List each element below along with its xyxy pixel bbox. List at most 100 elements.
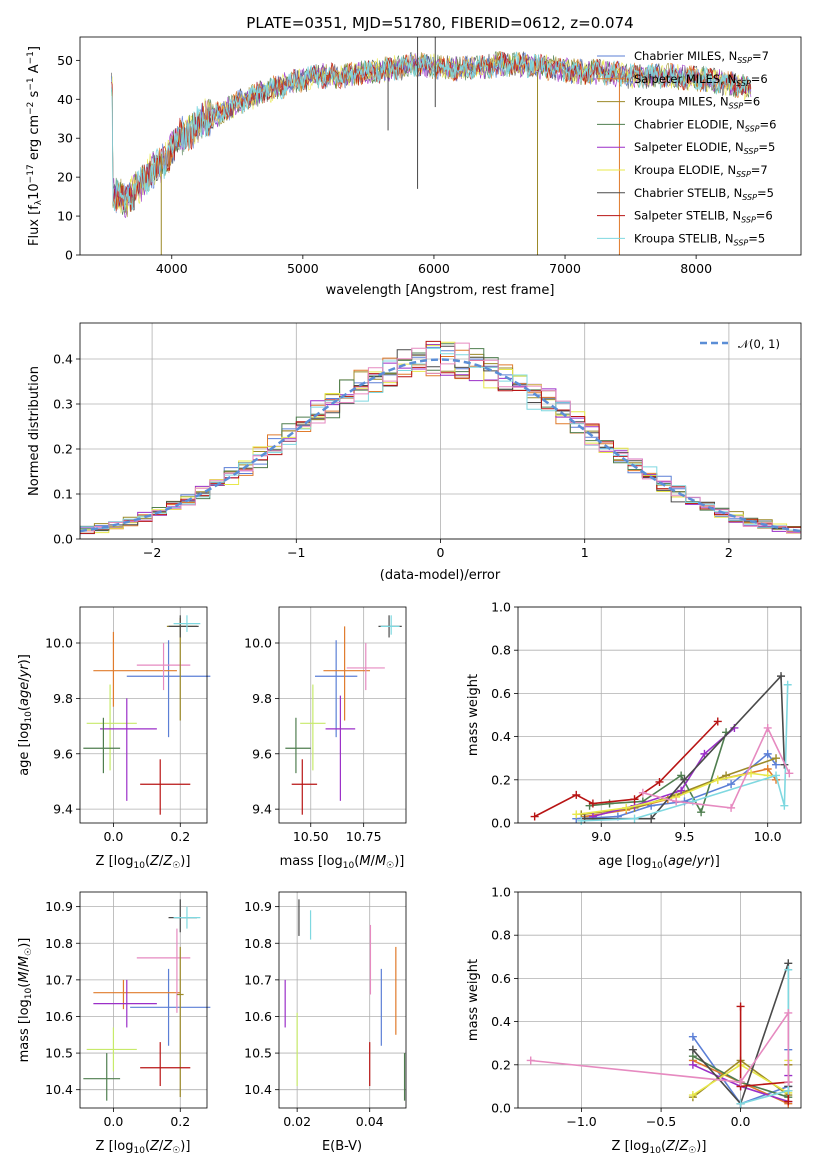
massweight-point-marker — [526, 1056, 535, 1065]
legend-label: Chabrier MILES, NSSP=7 — [634, 49, 769, 65]
mass-vs-z-ylabel: mass [log10(M/M☉)] — [17, 938, 34, 1063]
x-tick-label: 0.0 — [103, 1114, 123, 1129]
massweight-point-marker — [647, 814, 656, 823]
x-tick-label: 10.50 — [293, 829, 329, 844]
y-tick-label: 30 — [57, 131, 73, 146]
massweight-point-marker — [784, 1086, 793, 1095]
massweight-point-marker — [688, 1045, 697, 1054]
y-tick-label: 1.0 — [491, 600, 511, 615]
massweight-point-marker — [605, 799, 614, 808]
massweight-point-marker — [672, 797, 681, 806]
massweight-point-marker — [688, 1091, 697, 1100]
massweight-point-marker — [727, 780, 736, 789]
y-tick-label: 10.5 — [45, 1046, 73, 1061]
spectrum-xlabel: wavelength [Angstrom, rest frame] — [326, 283, 555, 298]
massweight-point-marker — [713, 717, 722, 726]
massweight-vs-z-ylabel: mass weight — [466, 959, 481, 1041]
x-tick-label: 2 — [725, 545, 733, 560]
y-tick-label: 0.4 — [491, 729, 511, 744]
massweight-point-marker — [688, 1060, 697, 1069]
x-tick-label: 0.0 — [731, 1114, 751, 1129]
residuals-xlabel: (data-model)/error — [380, 568, 501, 583]
legend-label: Chabrier ELODIE, NSSP=6 — [634, 117, 776, 133]
x-tick-label: −1.0 — [566, 1114, 596, 1129]
y-tick-label: 10.7 — [244, 972, 272, 987]
y-tick-label: 10.0 — [45, 636, 73, 651]
y-tick-label: 10 — [57, 209, 73, 224]
massweight-point-marker — [713, 775, 722, 784]
massweight-vs-age-xlabel: age [log10(age/yr)] — [598, 854, 720, 871]
massweight-series-line — [530, 1010, 790, 1083]
mass-vs-ebv-frame — [278, 891, 407, 1109]
legend-label: Kroupa STELIB, NSSP=5 — [634, 231, 765, 247]
y-tick-label: 0.0 — [53, 532, 73, 547]
x-tick-label: 0 — [437, 545, 445, 560]
mass-vs-z-panel: 0.0 0.2 10.4 10.5 10.6 10.7 10.8 10.9 Z [log10(… — [17, 891, 211, 1156]
massweight-vs-z-frame — [517, 891, 802, 1109]
massweight-vs-z-panel: −1.0 −0.5 0.0 0.0 0.2 0.4 0.6 0.8 1.0 Z [log10(Z… — [466, 885, 802, 1156]
massweight-point-marker — [784, 1008, 793, 1017]
x-tick-label: 0.2 — [170, 1114, 190, 1129]
massweight-point-marker — [727, 803, 736, 812]
y-tick-label: 0.1 — [53, 487, 73, 502]
massweight-point-marker — [697, 808, 706, 817]
legend-label: Kroupa MILES, NSSP=6 — [634, 95, 760, 111]
legend-label: Salpeter STELIB, NSSP=6 — [634, 209, 773, 225]
massweight-point-marker — [772, 754, 781, 763]
x-tick-label: 9.0 — [591, 829, 611, 844]
x-tick-label: −0.5 — [646, 1114, 676, 1129]
figure-title: PLATE=0351, MJD=51780, FIBERID=0612, z=0… — [246, 14, 633, 32]
massweight-point-marker — [780, 801, 789, 810]
x-tick-label: 4000 — [156, 261, 188, 276]
massweight-point-marker — [688, 1032, 697, 1041]
spectrum-ylabel: Flux [fλ10−17 erg cm−2 s−1 A−1] — [26, 46, 44, 246]
legend-label: Salpeter ELODIE, NSSP=5 — [634, 140, 775, 156]
massweight-point-marker — [747, 769, 756, 778]
spectrum-series-line — [111, 51, 752, 212]
y-tick-label: 10.5 — [244, 1046, 272, 1061]
age-vs-mass-panel: 10.50 10.75 9.4 9.6 9.8 10.0 mass [log10(M/M☉… — [244, 606, 407, 871]
mass-vs-ebv-panel: 0.02 0.04 10.4 10.5 10.6 10.7 10.8 10.9 E(B-V) — [244, 891, 407, 1154]
massweight-point-marker — [784, 1078, 793, 1087]
massweight-point-marker — [572, 810, 581, 819]
massweight-point-marker — [530, 812, 539, 821]
massweight-point-marker — [763, 749, 772, 758]
massweight-point-marker — [677, 771, 686, 780]
y-tick-label: 10.4 — [244, 1082, 272, 1097]
x-tick-label: 0.04 — [356, 1114, 384, 1129]
y-tick-label: 9.4 — [252, 802, 272, 817]
y-tick-label: 10.9 — [45, 899, 73, 914]
residuals-legend: 𝒩(0, 1) — [700, 337, 780, 351]
massweight-series-line — [534, 720, 719, 818]
massweight-point-marker — [777, 672, 786, 681]
age-vs-mass-xlabel: mass [log10(M/M☉)] — [280, 854, 405, 871]
massweight-point-marker — [677, 786, 686, 795]
massweight-point-marker — [700, 749, 709, 758]
legend-label: Chabrier STELIB, NSSP=5 — [634, 186, 774, 202]
massweight-point-marker — [763, 723, 772, 732]
massweight-point-marker — [680, 775, 689, 784]
y-tick-label: 0.8 — [491, 928, 511, 943]
y-tick-label: 10.8 — [45, 936, 73, 951]
y-tick-label: 0.4 — [491, 1014, 511, 1029]
y-tick-label: 0.6 — [491, 686, 511, 701]
y-tick-label: 0.2 — [53, 442, 73, 457]
massweight-point-marker — [736, 1002, 745, 1011]
y-tick-label: 0 — [65, 248, 73, 263]
x-tick-label: 8000 — [680, 261, 712, 276]
age-vs-z-frame — [79, 606, 208, 824]
y-tick-label: 20 — [57, 170, 73, 185]
y-tick-label: 10.8 — [244, 936, 272, 951]
y-tick-label: 10.6 — [45, 1009, 73, 1024]
x-tick-label: 0.02 — [283, 1114, 311, 1129]
y-tick-label: 10.9 — [244, 899, 272, 914]
massweight-point-marker — [772, 771, 781, 780]
age-vs-mass-frame — [278, 606, 407, 824]
y-tick-label: 0.3 — [53, 397, 73, 412]
y-tick-label: 10.6 — [244, 1009, 272, 1024]
age-vs-z-ylabel: age [log10(age/yr)] — [17, 654, 34, 776]
x-tick-label: −1 — [287, 545, 305, 560]
y-tick-label: 0.8 — [491, 643, 511, 658]
massweight-point-marker — [784, 1097, 793, 1106]
